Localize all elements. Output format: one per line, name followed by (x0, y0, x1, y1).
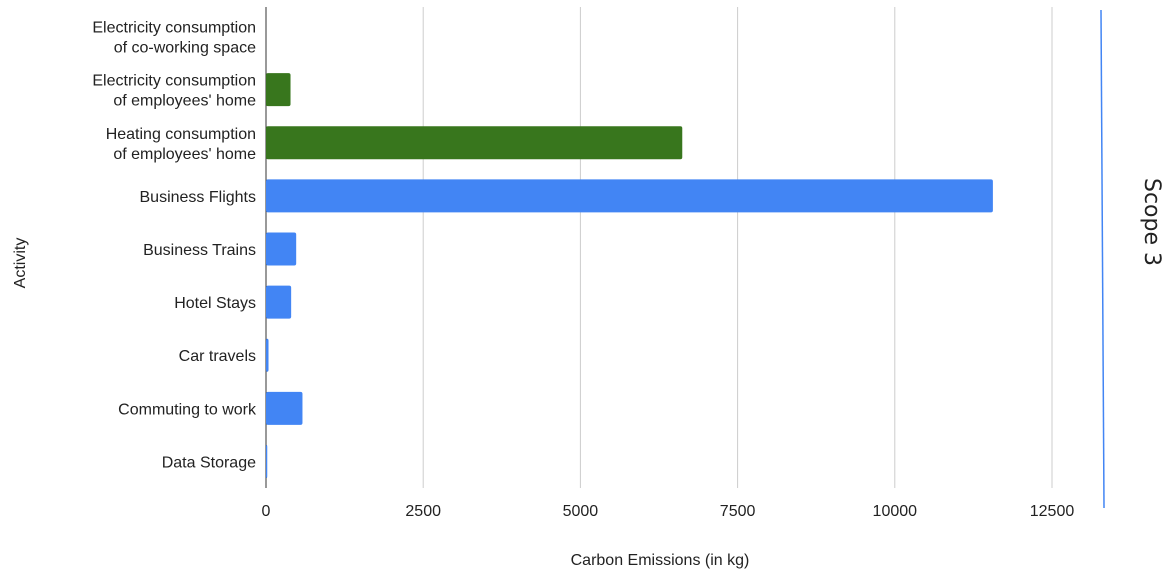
bar (266, 73, 291, 107)
x-tick-labels: 0 2500 5000 7500 10000 12500 (262, 503, 1075, 520)
category-label: Business Trains (143, 242, 256, 259)
scope-label: Scope 3 (1139, 178, 1162, 266)
scope-bracket-line (1100, 9, 1105, 509)
bar (266, 285, 292, 319)
bar (266, 444, 268, 478)
category-label: Electricity consumption of employees' hom… (92, 73, 256, 110)
category-label: Car travels (179, 348, 256, 365)
bar (266, 232, 297, 266)
x-tick-label: 2500 (405, 503, 441, 520)
x-axis-title: Carbon Emissions (in kg) (571, 552, 750, 569)
gridlines (265, 7, 1053, 488)
x-tick-label: 7500 (720, 503, 756, 520)
x-tick-label: 12500 (1030, 503, 1075, 520)
category-label: Business Flights (140, 189, 257, 206)
category-label: Commuting to work (118, 401, 257, 418)
bar (266, 338, 269, 372)
bar (266, 126, 683, 160)
x-tick-label: 0 (262, 503, 271, 520)
bar (266, 391, 303, 425)
category-labels: Electricity consumption of co-working spa… (92, 20, 257, 472)
category-label: Data Storage (162, 454, 256, 471)
x-tick-label: 5000 (563, 503, 599, 520)
category-label: Electricity consumption of co-working spa… (92, 20, 256, 57)
category-label: Heating consumption of employees' home (106, 126, 256, 163)
bar (266, 179, 993, 213)
y-axis-title: Activity (12, 238, 29, 289)
x-tick-label: 10000 (873, 503, 918, 520)
category-label: Hotel Stays (174, 295, 256, 312)
bars (266, 73, 993, 478)
